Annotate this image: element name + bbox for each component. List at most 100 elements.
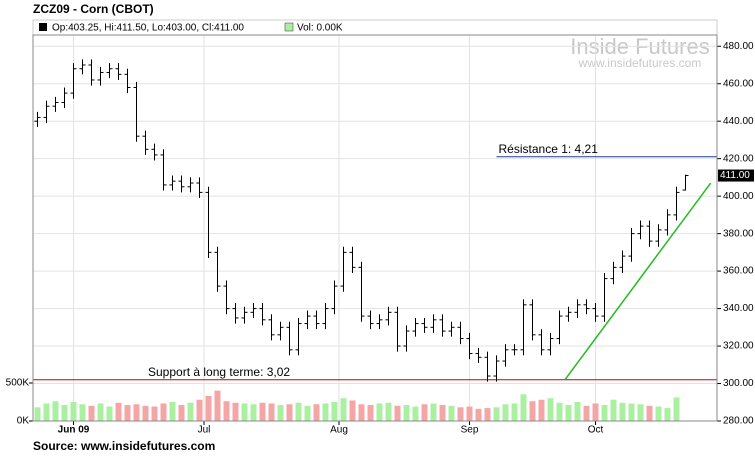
volume-bar [277,405,284,421]
volume-bar [268,403,275,421]
volume-bar [457,407,464,421]
volume-bar [223,401,230,421]
volume-bar [259,402,266,421]
volume-bar [628,403,635,421]
support-label: Support à long terme: 3,02 [148,365,290,379]
volume-bar [178,405,185,421]
volume-bar [43,403,50,421]
volume-bar [61,405,68,421]
volume-bar [664,408,671,421]
y-tick-label: 400.00 [723,191,754,202]
volume-tick-label: 500K [6,378,30,389]
volume-tick-label: 0K [17,416,30,427]
volume-bar [70,402,77,421]
volume-bar [502,404,509,421]
volume-bar [493,407,500,421]
volume-bar [547,398,554,421]
volume-bar [574,402,581,421]
trend-line [564,182,712,381]
volume-bar [331,402,338,421]
y-tick-label: 460.00 [723,78,754,89]
volume-bar [601,405,608,421]
x-tick-label: Jun 09 [58,425,90,436]
volume-bar [358,404,365,421]
resistance-label: Résistance 1: 4,21 [499,142,599,156]
volume-bar [394,405,401,421]
volume-bar [673,397,680,421]
volume-bar [385,402,392,421]
volume-bar [646,405,653,421]
volume-bar [313,404,320,421]
volume-bar [565,405,572,421]
volume-bar [286,404,293,421]
volume-bar [349,400,356,421]
volume-bar [160,403,167,421]
y-tick-label: 480.00 [723,41,754,52]
x-tick-label: Aug [330,425,348,436]
volume-bar [88,405,95,421]
volume-bar [376,403,383,421]
ohlc-info: Op:403.25, Hi:411.50, Lo:403.00, Cl:411.… [52,23,244,34]
volume-bar [232,402,239,421]
volume-bar [484,408,491,421]
volume-bar [196,399,203,421]
volume-bar [142,405,149,421]
volume-bar [475,408,482,421]
volume-bar [610,399,617,421]
volume-bar [124,405,131,421]
volume-bar [448,405,455,421]
watermark-url: www.insidefutures.com [578,56,702,70]
volume-bar [151,406,158,421]
volume-bar [466,406,473,421]
y-tick-label: 320.00 [723,341,754,352]
volume-bar [241,403,248,421]
volume-bar [106,406,113,421]
volume-bar [169,402,176,421]
x-tick-label: Oct [588,425,604,436]
price-swatch [39,23,47,31]
volume-bar [52,401,59,421]
volume-bar [250,404,257,421]
volume-bar [655,406,662,421]
volume-bar [421,404,428,421]
volume-bar [97,403,104,421]
source: Source: www.insidefutures.com [33,439,215,453]
x-tick-label: Jul [198,425,211,436]
volume-bar [34,407,41,421]
volume-bar [538,399,545,421]
volume-swatch [284,22,294,32]
volume-bar [214,390,221,421]
plot-frame [32,34,718,422]
volume-bar [592,403,599,421]
volume-bar [430,403,437,421]
y-tick-label: 420.00 [723,153,754,164]
y-tick-label: 360.00 [723,266,754,277]
y-tick-label: 340.00 [723,303,754,314]
volume-bar [295,402,302,421]
volume-info: Vol: 0.00K [297,23,343,34]
volume-bar [304,405,311,421]
volume-bar [520,394,527,421]
chart-title: ZCZ09 - Corn (CBOT) [33,2,154,16]
last-price-label: 411.00 [720,170,750,181]
y-tick-label: 300.00 [723,378,754,389]
y-tick-label: 440.00 [723,116,754,127]
volume-bar [205,395,212,421]
volume-bar [583,405,590,421]
volume-bar [511,403,518,421]
volume-bar [403,405,410,421]
y-tick-label: 280.00 [723,416,754,427]
volume-bar [79,404,86,421]
volume-bar [133,404,140,421]
volume-bar [115,402,122,421]
volume-bar [187,402,194,421]
volume-bar [322,403,329,421]
volume-bar [340,398,347,421]
volume-bar [529,401,536,421]
y-tick-label: 380.00 [723,228,754,239]
volume-bar [619,402,626,421]
volume-bar [412,406,419,421]
